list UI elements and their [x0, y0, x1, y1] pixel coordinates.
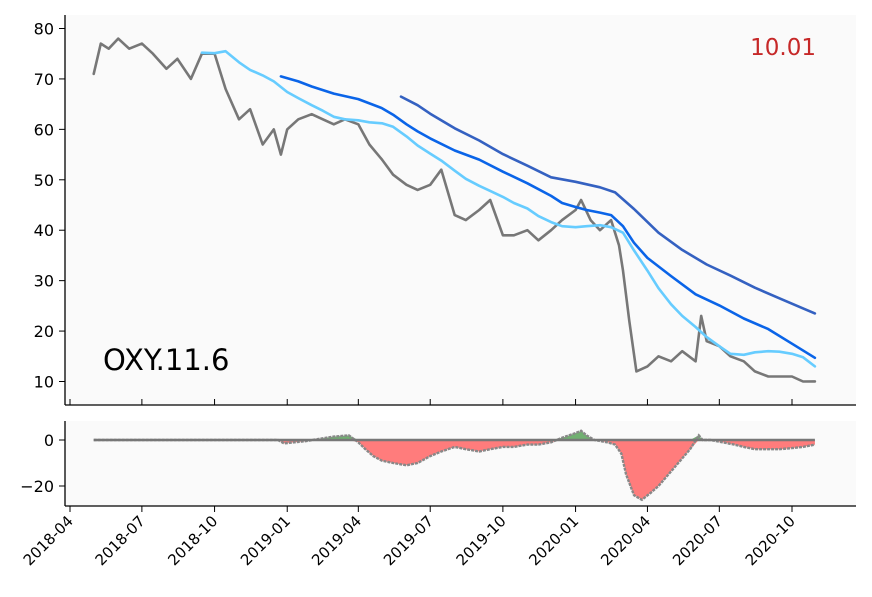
sub-y-tick-label: 0: [44, 431, 54, 450]
x-tick-label: 2020-04: [597, 512, 654, 569]
x-tick-label: 2020-01: [525, 512, 582, 569]
sub-y-ticks: 0 −20: [20, 431, 65, 496]
sub-y-tick-label: −20: [20, 477, 54, 496]
ticker-annotation: OXY.11.6: [103, 343, 229, 377]
main-y-tick-label: 40: [34, 221, 54, 240]
ma_long-line: [399, 95, 817, 315]
x-tick-label: 2018-10: [164, 512, 221, 569]
x-tick-label: 2018-04: [20, 512, 77, 569]
x-tick-label: 2019-10: [453, 512, 510, 569]
ma_mid-line: [279, 75, 817, 360]
main-y-tick-label: 20: [34, 322, 54, 341]
main-y-tick-label: 30: [34, 272, 54, 291]
main-y-tick-label: 50: [34, 171, 54, 190]
x-tick-label: 2019-07: [380, 512, 437, 569]
main-series-group: [92, 37, 817, 383]
ma_short-line: [200, 49, 817, 368]
main-y-tick-label: 80: [34, 20, 54, 39]
main-y-tick-label: 70: [34, 70, 54, 89]
x-tick-label: 2019-01: [237, 512, 294, 569]
x-tick-label: 2020-07: [669, 512, 726, 569]
main-y-ticks: 10 20 30 40 50 60 70 80: [34, 20, 65, 392]
last-price-annotation: 10.01: [750, 35, 816, 61]
diff-negative-area: [93, 440, 815, 500]
x-tick-label: 2018-07: [92, 512, 149, 569]
sub-series-group: [93, 429, 816, 502]
x-tick-label: 2020-10: [742, 512, 799, 569]
sub-plot-background: [65, 421, 856, 506]
main-y-tick-label: 10: [34, 373, 54, 392]
main-plot-background: [65, 15, 856, 405]
main-y-tick-label: 60: [34, 120, 54, 139]
x-tick-label: 2019-04: [308, 512, 365, 569]
